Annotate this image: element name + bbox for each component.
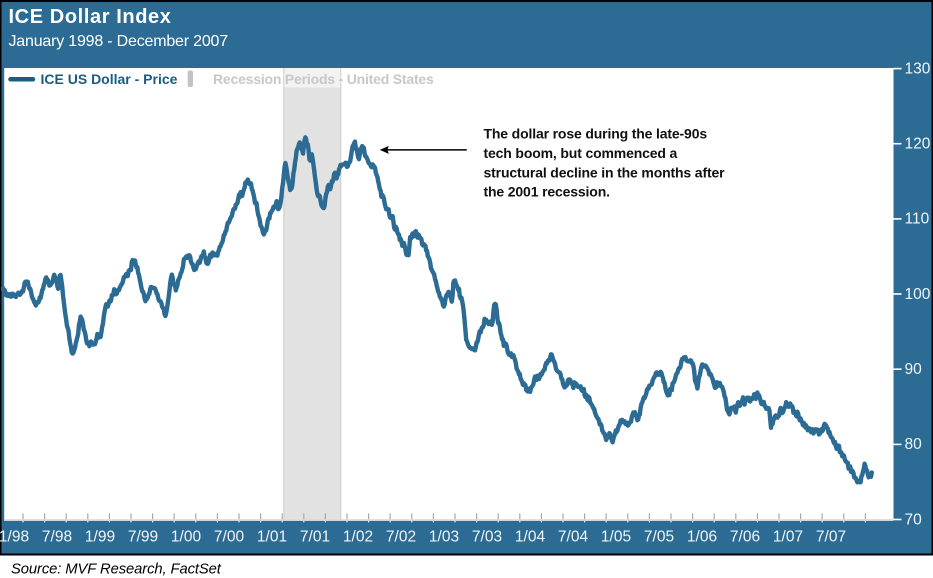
svg-text:7/05: 7/05 <box>644 529 674 546</box>
svg-text:1/02: 1/02 <box>343 529 373 546</box>
svg-text:70: 70 <box>905 511 923 528</box>
svg-text:1/04: 1/04 <box>515 529 546 546</box>
svg-text:7/00: 7/00 <box>214 529 245 546</box>
svg-text:January 1998 - December 2007: January 1998 - December 2007 <box>9 33 229 50</box>
svg-text:structural decline in the mont: structural decline in the months after <box>484 164 726 180</box>
svg-text:80: 80 <box>905 436 923 453</box>
svg-text:120: 120 <box>905 136 931 153</box>
svg-text:the 2001 recession.: the 2001 recession. <box>484 184 610 200</box>
svg-text:7/99: 7/99 <box>128 529 158 546</box>
svg-text:1/98: 1/98 <box>0 529 29 546</box>
svg-text:1/03: 1/03 <box>429 529 459 546</box>
svg-text:130: 130 <box>905 60 931 77</box>
svg-text:7/98: 7/98 <box>42 529 72 546</box>
svg-text:ICE Dollar Index: ICE Dollar Index <box>9 6 172 28</box>
svg-text:1/06: 1/06 <box>687 529 717 546</box>
svg-text:90: 90 <box>905 361 923 378</box>
svg-text:7/07: 7/07 <box>816 529 846 546</box>
svg-text:Source: MVF Research, FactSet: Source: MVF Research, FactSet <box>11 561 222 577</box>
svg-text:1/05: 1/05 <box>601 529 631 546</box>
svg-text:1/99: 1/99 <box>85 529 115 546</box>
svg-text:7/01: 7/01 <box>300 529 330 546</box>
svg-text:1/07: 1/07 <box>773 529 803 546</box>
svg-text:The dollar rose during the lat: The dollar rose during the late-90s <box>484 126 708 142</box>
svg-text:7/06: 7/06 <box>730 529 760 546</box>
svg-text:100: 100 <box>905 286 931 303</box>
svg-text:1/00: 1/00 <box>171 529 202 546</box>
svg-text:Recession Periods - United Sta: Recession Periods - United States <box>213 71 434 87</box>
svg-text:tech boom, but commenced a: tech boom, but commenced a <box>484 145 678 161</box>
svg-text:7/03: 7/03 <box>472 529 502 546</box>
svg-text:7/04: 7/04 <box>558 529 589 546</box>
svg-text:ICE US Dollar - Price: ICE US Dollar - Price <box>41 71 178 87</box>
svg-text:7/02: 7/02 <box>386 529 416 546</box>
svg-text:1/01: 1/01 <box>257 529 287 546</box>
svg-text:110: 110 <box>905 211 930 228</box>
